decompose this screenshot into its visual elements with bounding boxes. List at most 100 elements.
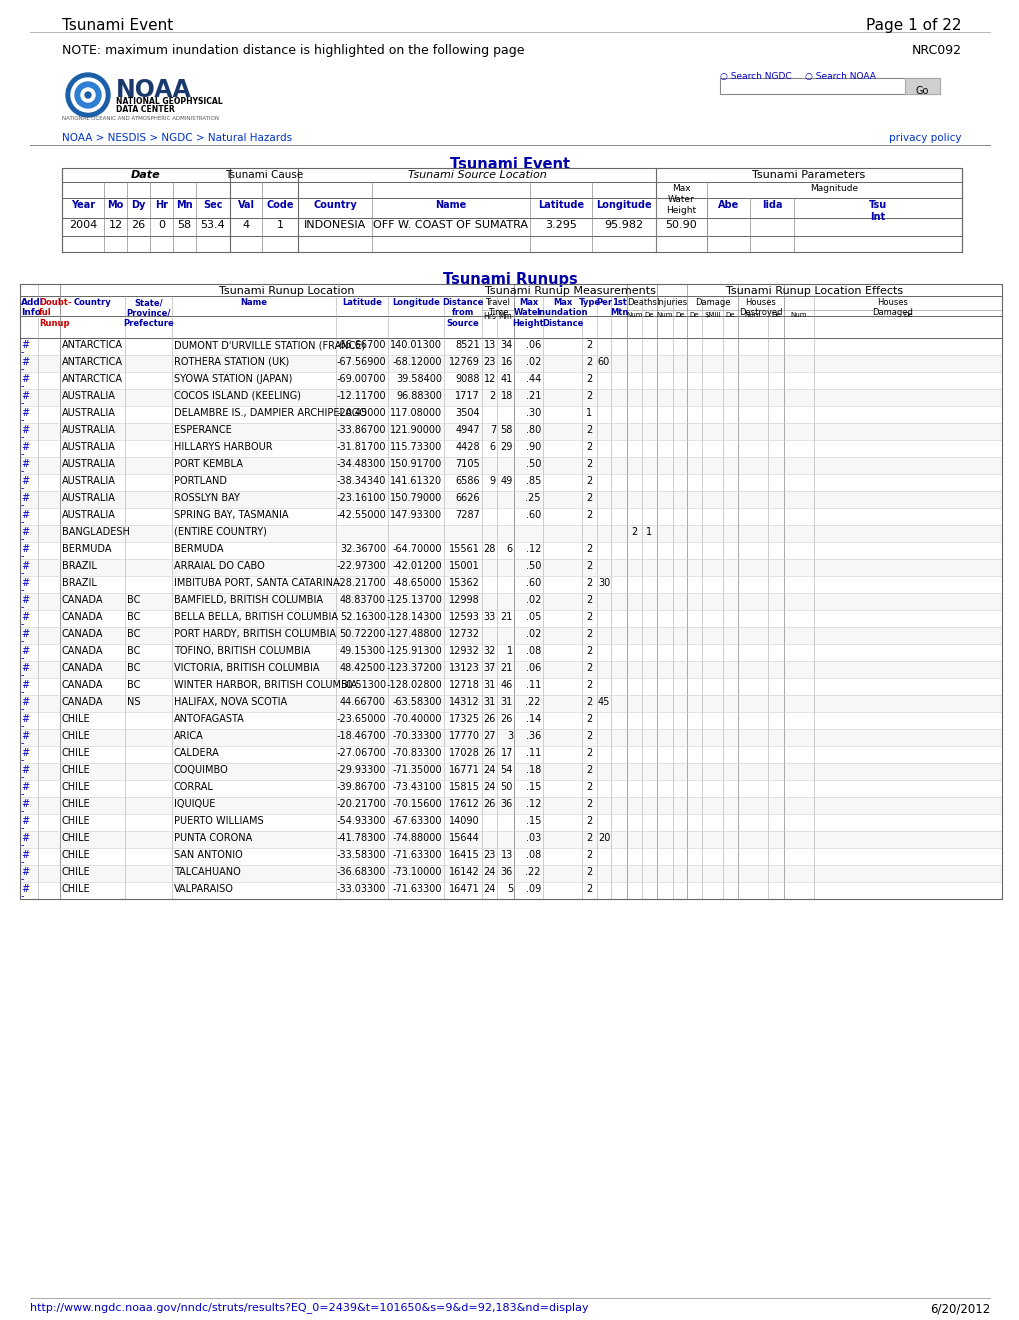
Text: 26: 26: [483, 714, 495, 723]
Text: Travel
Time: Travel Time: [485, 298, 510, 317]
Circle shape: [75, 82, 101, 108]
Text: SYOWA STATION (JAPAN): SYOWA STATION (JAPAN): [174, 374, 292, 384]
Text: 95.982: 95.982: [604, 220, 643, 230]
Text: BERMUDA: BERMUDA: [62, 544, 111, 554]
Text: ARRAIAL DO CABO: ARRAIAL DO CABO: [174, 561, 265, 572]
Text: 15644: 15644: [448, 833, 480, 843]
Text: AUSTRALIA: AUSTRALIA: [62, 408, 116, 418]
Text: -: -: [21, 636, 24, 645]
Text: 2: 2: [585, 850, 592, 861]
Text: 20: 20: [597, 833, 609, 843]
Text: 2: 2: [585, 612, 592, 622]
Text: PUNTA CORONA: PUNTA CORONA: [174, 833, 252, 843]
Text: 1: 1: [645, 527, 651, 537]
Text: 2: 2: [585, 748, 592, 758]
Text: -27.06700: -27.06700: [336, 748, 385, 758]
Text: 2004: 2004: [69, 220, 97, 230]
Text: 29: 29: [500, 442, 513, 451]
Bar: [20, 627, 1001, 644]
Text: -128.14300: -128.14300: [386, 612, 441, 622]
Text: De: De: [903, 312, 912, 318]
Text: .60: .60: [525, 510, 540, 520]
Text: -: -: [21, 686, 24, 697]
Text: CALDERA: CALDERA: [174, 748, 219, 758]
Text: BC: BC: [127, 595, 141, 605]
Text: 50.90: 50.90: [665, 220, 697, 230]
Text: .11: .11: [525, 680, 540, 690]
Text: BC: BC: [127, 630, 141, 639]
Text: 48.83700: 48.83700: [339, 595, 385, 605]
Text: Houses
Destroyed: Houses Destroyed: [739, 298, 782, 317]
Text: CANADA: CANADA: [62, 595, 103, 605]
Text: #: #: [21, 714, 30, 723]
Text: #: #: [21, 459, 30, 469]
Text: -70.15600: -70.15600: [392, 799, 441, 809]
Text: 2: 2: [631, 527, 637, 537]
Bar: [62, 168, 961, 252]
Text: -: -: [21, 721, 24, 731]
Text: #: #: [21, 781, 30, 792]
Text: 31: 31: [500, 697, 513, 708]
Text: 6586: 6586: [454, 477, 480, 486]
Text: -20.21700: -20.21700: [336, 799, 385, 809]
Text: $Mill: $Mill: [703, 312, 720, 318]
Text: 2: 2: [585, 356, 592, 367]
Text: 9: 9: [489, 477, 495, 486]
Text: -: -: [21, 399, 24, 408]
Text: 4428: 4428: [454, 442, 480, 451]
Text: CANADA: CANADA: [62, 645, 103, 656]
Text: -: -: [21, 619, 24, 630]
Text: Hr: Hr: [155, 201, 168, 210]
Text: 2: 2: [585, 391, 592, 401]
Text: 2: 2: [585, 477, 592, 486]
Bar: [20, 338, 1001, 355]
Text: CANADA: CANADA: [62, 680, 103, 690]
Text: 41: 41: [500, 374, 513, 384]
Text: 18: 18: [500, 391, 513, 401]
Text: -: -: [21, 704, 24, 714]
Text: 6: 6: [489, 442, 495, 451]
Text: -39.86700: -39.86700: [336, 781, 385, 792]
Text: NS: NS: [127, 697, 141, 708]
Text: 2: 2: [585, 630, 592, 639]
Text: AUSTRALIA: AUSTRALIA: [62, 425, 116, 436]
Text: -23.65000: -23.65000: [336, 714, 385, 723]
Text: De: De: [675, 312, 684, 318]
Text: CHILE: CHILE: [62, 799, 91, 809]
Text: -42.01200: -42.01200: [392, 561, 441, 572]
Text: Name: Name: [435, 201, 466, 210]
Text: -74.88000: -74.88000: [392, 833, 441, 843]
Text: 6626: 6626: [454, 492, 480, 503]
Text: ESPERANCE: ESPERANCE: [174, 425, 231, 436]
Text: Deaths: Deaths: [627, 298, 656, 308]
Text: 58: 58: [177, 220, 192, 230]
Text: DATA CENTER: DATA CENTER: [116, 106, 174, 114]
Text: DELAMBRE IS., DAMPIER ARCHIPELAGO: DELAMBRE IS., DAMPIER ARCHIPELAGO: [174, 408, 367, 418]
Text: -: -: [21, 568, 24, 578]
Text: AUSTRALIA: AUSTRALIA: [62, 477, 116, 486]
Bar: [20, 440, 1001, 457]
Text: -: -: [21, 466, 24, 477]
Text: 15561: 15561: [448, 544, 480, 554]
Text: 50: 50: [500, 781, 513, 792]
Text: -: -: [21, 671, 24, 680]
Text: .03: .03: [525, 833, 540, 843]
Text: COCOS ISLAND (KEELING): COCOS ISLAND (KEELING): [174, 391, 301, 401]
Text: -73.10000: -73.10000: [392, 867, 441, 876]
Text: #: #: [21, 731, 30, 741]
Text: HILLARYS HARBOUR: HILLARYS HARBOUR: [174, 442, 272, 451]
Text: Tsunami Event: Tsunami Event: [62, 18, 173, 33]
Text: -128.02800: -128.02800: [386, 680, 441, 690]
Text: INDONESIA: INDONESIA: [304, 220, 366, 230]
Text: BANGLADESH: BANGLADESH: [62, 527, 129, 537]
Bar: [20, 865, 1001, 882]
Bar: [20, 543, 1001, 558]
Text: HALIFAX, NOVA SCOTIA: HALIFAX, NOVA SCOTIA: [174, 697, 286, 708]
Text: ANTARCTICA: ANTARCTICA: [62, 374, 123, 384]
Text: .09: .09: [525, 884, 540, 894]
Text: 32.36700: 32.36700: [339, 544, 385, 554]
Text: -: -: [21, 738, 24, 748]
Text: ROSSLYN BAY: ROSSLYN BAY: [174, 492, 239, 503]
Text: 2: 2: [585, 731, 592, 741]
Text: .25: .25: [525, 492, 540, 503]
